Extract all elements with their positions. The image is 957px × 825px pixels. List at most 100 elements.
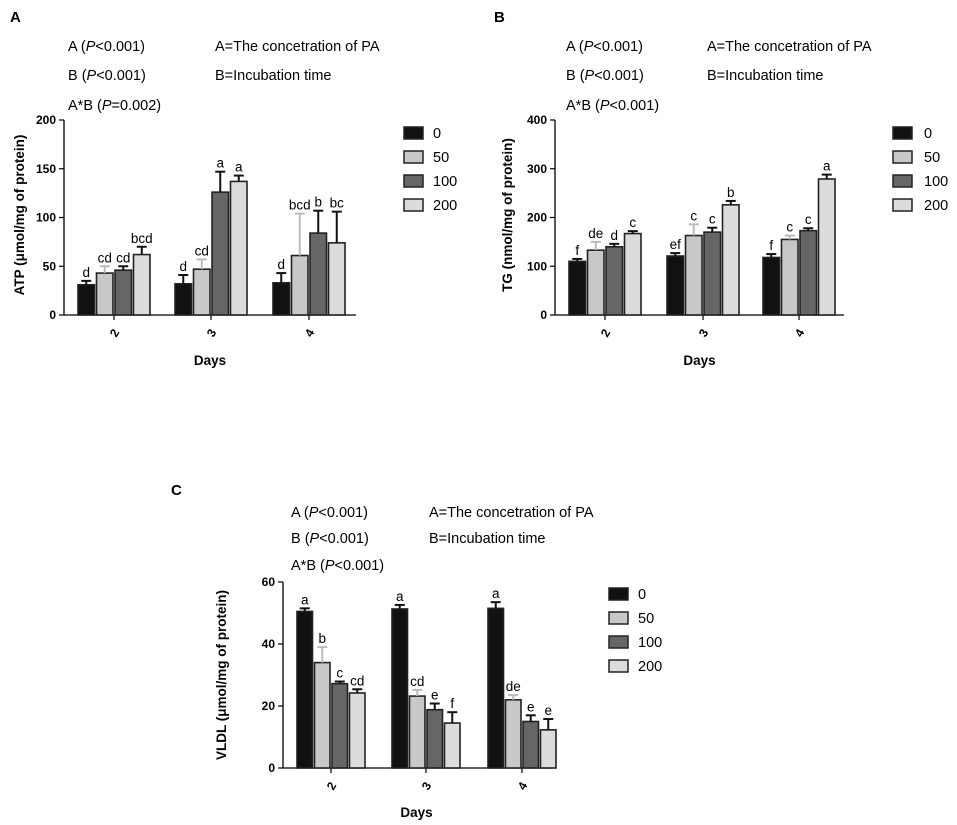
panel-a-sig-label: cd [195,243,209,258]
panel-a-sig-label: bc [330,196,345,211]
panel-a-sig-label: bcd [131,231,153,246]
panel-c-bar-day4-0 [487,607,505,769]
panel-a-bar-day2-100 [114,269,133,316]
panel-a-y-tick-label: 50 [43,259,57,273]
panel-b-bar-day2-0 [568,260,587,316]
panel-a-bar-day2-50 [95,272,114,316]
panel-c-bar-day2-100 [331,682,349,769]
panel-c-bar-day3-100 [426,708,444,769]
panel-a-stat-3: A*B (P=0.002) [68,98,161,114]
panel-c-stat-2: B (P<0.001) [291,531,369,547]
panel-b-legend-label-50: 50 [924,150,940,166]
panel-c-sig-label: b [318,631,326,646]
panel-a-bar-day2-200 [132,253,151,316]
panel-a-sig-label: d [277,257,285,272]
panel-a-sig-label: cd [116,250,130,265]
panel-b-stat-3: A*B (P<0.001) [566,98,659,114]
panel-a-sig-label: cd [98,250,112,265]
panel-c-y-axis-title: VLDL (μmol/mg of protein) [214,590,229,760]
panel-c-stat-3: A*B (P<0.001) [291,558,384,574]
panel-b-bar-day3-0 [666,255,685,316]
panel-b-sig-label: f [575,243,579,258]
panel-a-y-tick-label: 150 [36,162,56,176]
panel-c-sig-label: de [506,679,521,694]
panel-a-letter: A [10,9,21,26]
panel-a-y-tick-label: 0 [49,308,56,322]
panel-a-bar-day3-200 [229,180,248,316]
panel-b-stat-1: A (P<0.001) [566,39,643,55]
panel-c-y-tick-label: 0 [268,761,275,775]
panel-c-bar-day4-50 [504,698,522,769]
panel-b-y-tick-label: 100 [527,259,547,273]
panel-a-y-tick-label: 100 [36,211,56,225]
panel-a-bar-day3-0 [174,282,193,316]
panel-c-bar-day2-200 [348,692,366,769]
panel-c-sig-label: e [527,699,535,714]
panel-a-definition-1: A=The concetration of PA [215,39,380,55]
panel-c-chart: C A=The concetration of PA B=Incubation ti… [171,482,662,820]
panel-c-stat-1: A (P<0.001) [291,505,368,521]
panel-b-legend-swatch-100 [892,174,913,188]
panel-a-bar-day4-0 [272,282,291,316]
panel-b-legend-swatch-50 [892,150,913,164]
panel-a-y-axis-title: ATP (μmol/mg of protein) [12,135,27,296]
panel-a-sig-label: d [179,259,187,274]
panel-b-sig-label: f [769,238,773,253]
panel-b-legend-label-100: 100 [924,174,948,190]
panel-b-legend-swatch-200 [892,198,913,212]
panel-c-sig-label: f [450,696,454,711]
panel-c-definition-2: B=Incubation time [429,531,545,547]
panel-b-x-tick-label: 3 [696,326,712,339]
panel-a-bar-day4-100 [309,232,328,316]
panel-b-bar-day2-50 [586,249,605,316]
panel-a-x-axis-title: Days [194,353,226,368]
panel-b-y-tick-label: 300 [527,162,547,176]
panel-a-legend-swatch-50 [403,150,424,164]
panel-a-sig-label: b [314,195,322,210]
panel-a-legend-label-0: 0 [433,126,441,142]
panel-a-sig-label: a [216,156,224,171]
panel-a-bar-day3-100 [211,191,230,316]
panel-b-sig-label: a [823,159,831,174]
panel-c-bar-day4-100 [522,720,540,769]
panel-a-chart: A A=The concetration of PA B=Incubation ti… [10,9,457,368]
panel-a-legend-swatch-100 [403,174,424,188]
panel-a-bar-day4-50 [290,254,309,316]
panel-b-bar-day4-200 [817,178,836,316]
panel-c-y-tick-label: 60 [262,575,276,589]
panel-c-sig-label: a [396,589,404,604]
panel-b-bar-day3-200 [721,204,740,316]
panel-b-sig-label: de [588,226,603,241]
panel-c-definition-1: A=The concetration of PA [429,505,594,521]
panel-a-legend-label-200: 200 [433,198,457,214]
panel-a-legend-label-50: 50 [433,150,449,166]
panel-a-y-tick-label: 200 [36,113,56,127]
panel-b-chart: B A=The concetration of PA B=Incubation ti… [494,9,948,368]
panel-b-bar-day3-50 [684,234,703,316]
panel-c-sig-label: c [336,666,343,681]
panel-b-bar-day4-0 [762,256,781,316]
panel-a-definition-2: B=Incubation time [215,68,331,84]
panel-b-x-axis-title: Days [683,353,715,368]
panel-c-bar-day3-50 [408,695,426,769]
panel-c-bar-day2-0 [296,610,314,769]
panel-c-legend-label-50: 50 [638,611,654,627]
panel-c-sig-label: cd [350,673,364,688]
panel-c-bar-day4-200 [539,729,557,769]
panel-b-legend-swatch-0 [892,126,913,140]
panel-b-letter: B [494,9,505,26]
panel-b-bar-day4-50 [780,238,799,316]
panel-b-definition-2: B=Incubation time [707,68,823,84]
panel-a-legend-swatch-200 [403,198,424,212]
panel-b-bar-day2-100 [605,245,624,316]
panel-a-sig-label: bcd [289,198,311,213]
panel-a-bar-day3-50 [192,268,211,316]
panel-b-sig-label: d [610,228,618,243]
panel-a-x-tick-label: 4 [302,326,318,339]
panel-b-y-tick-label: 400 [527,113,547,127]
panel-a-x-tick-label: 2 [107,326,123,339]
panel-a-legend-swatch-0 [403,126,424,140]
panel-a-stat-1: A (P<0.001) [68,39,145,55]
panel-a-sig-label: a [235,160,243,175]
